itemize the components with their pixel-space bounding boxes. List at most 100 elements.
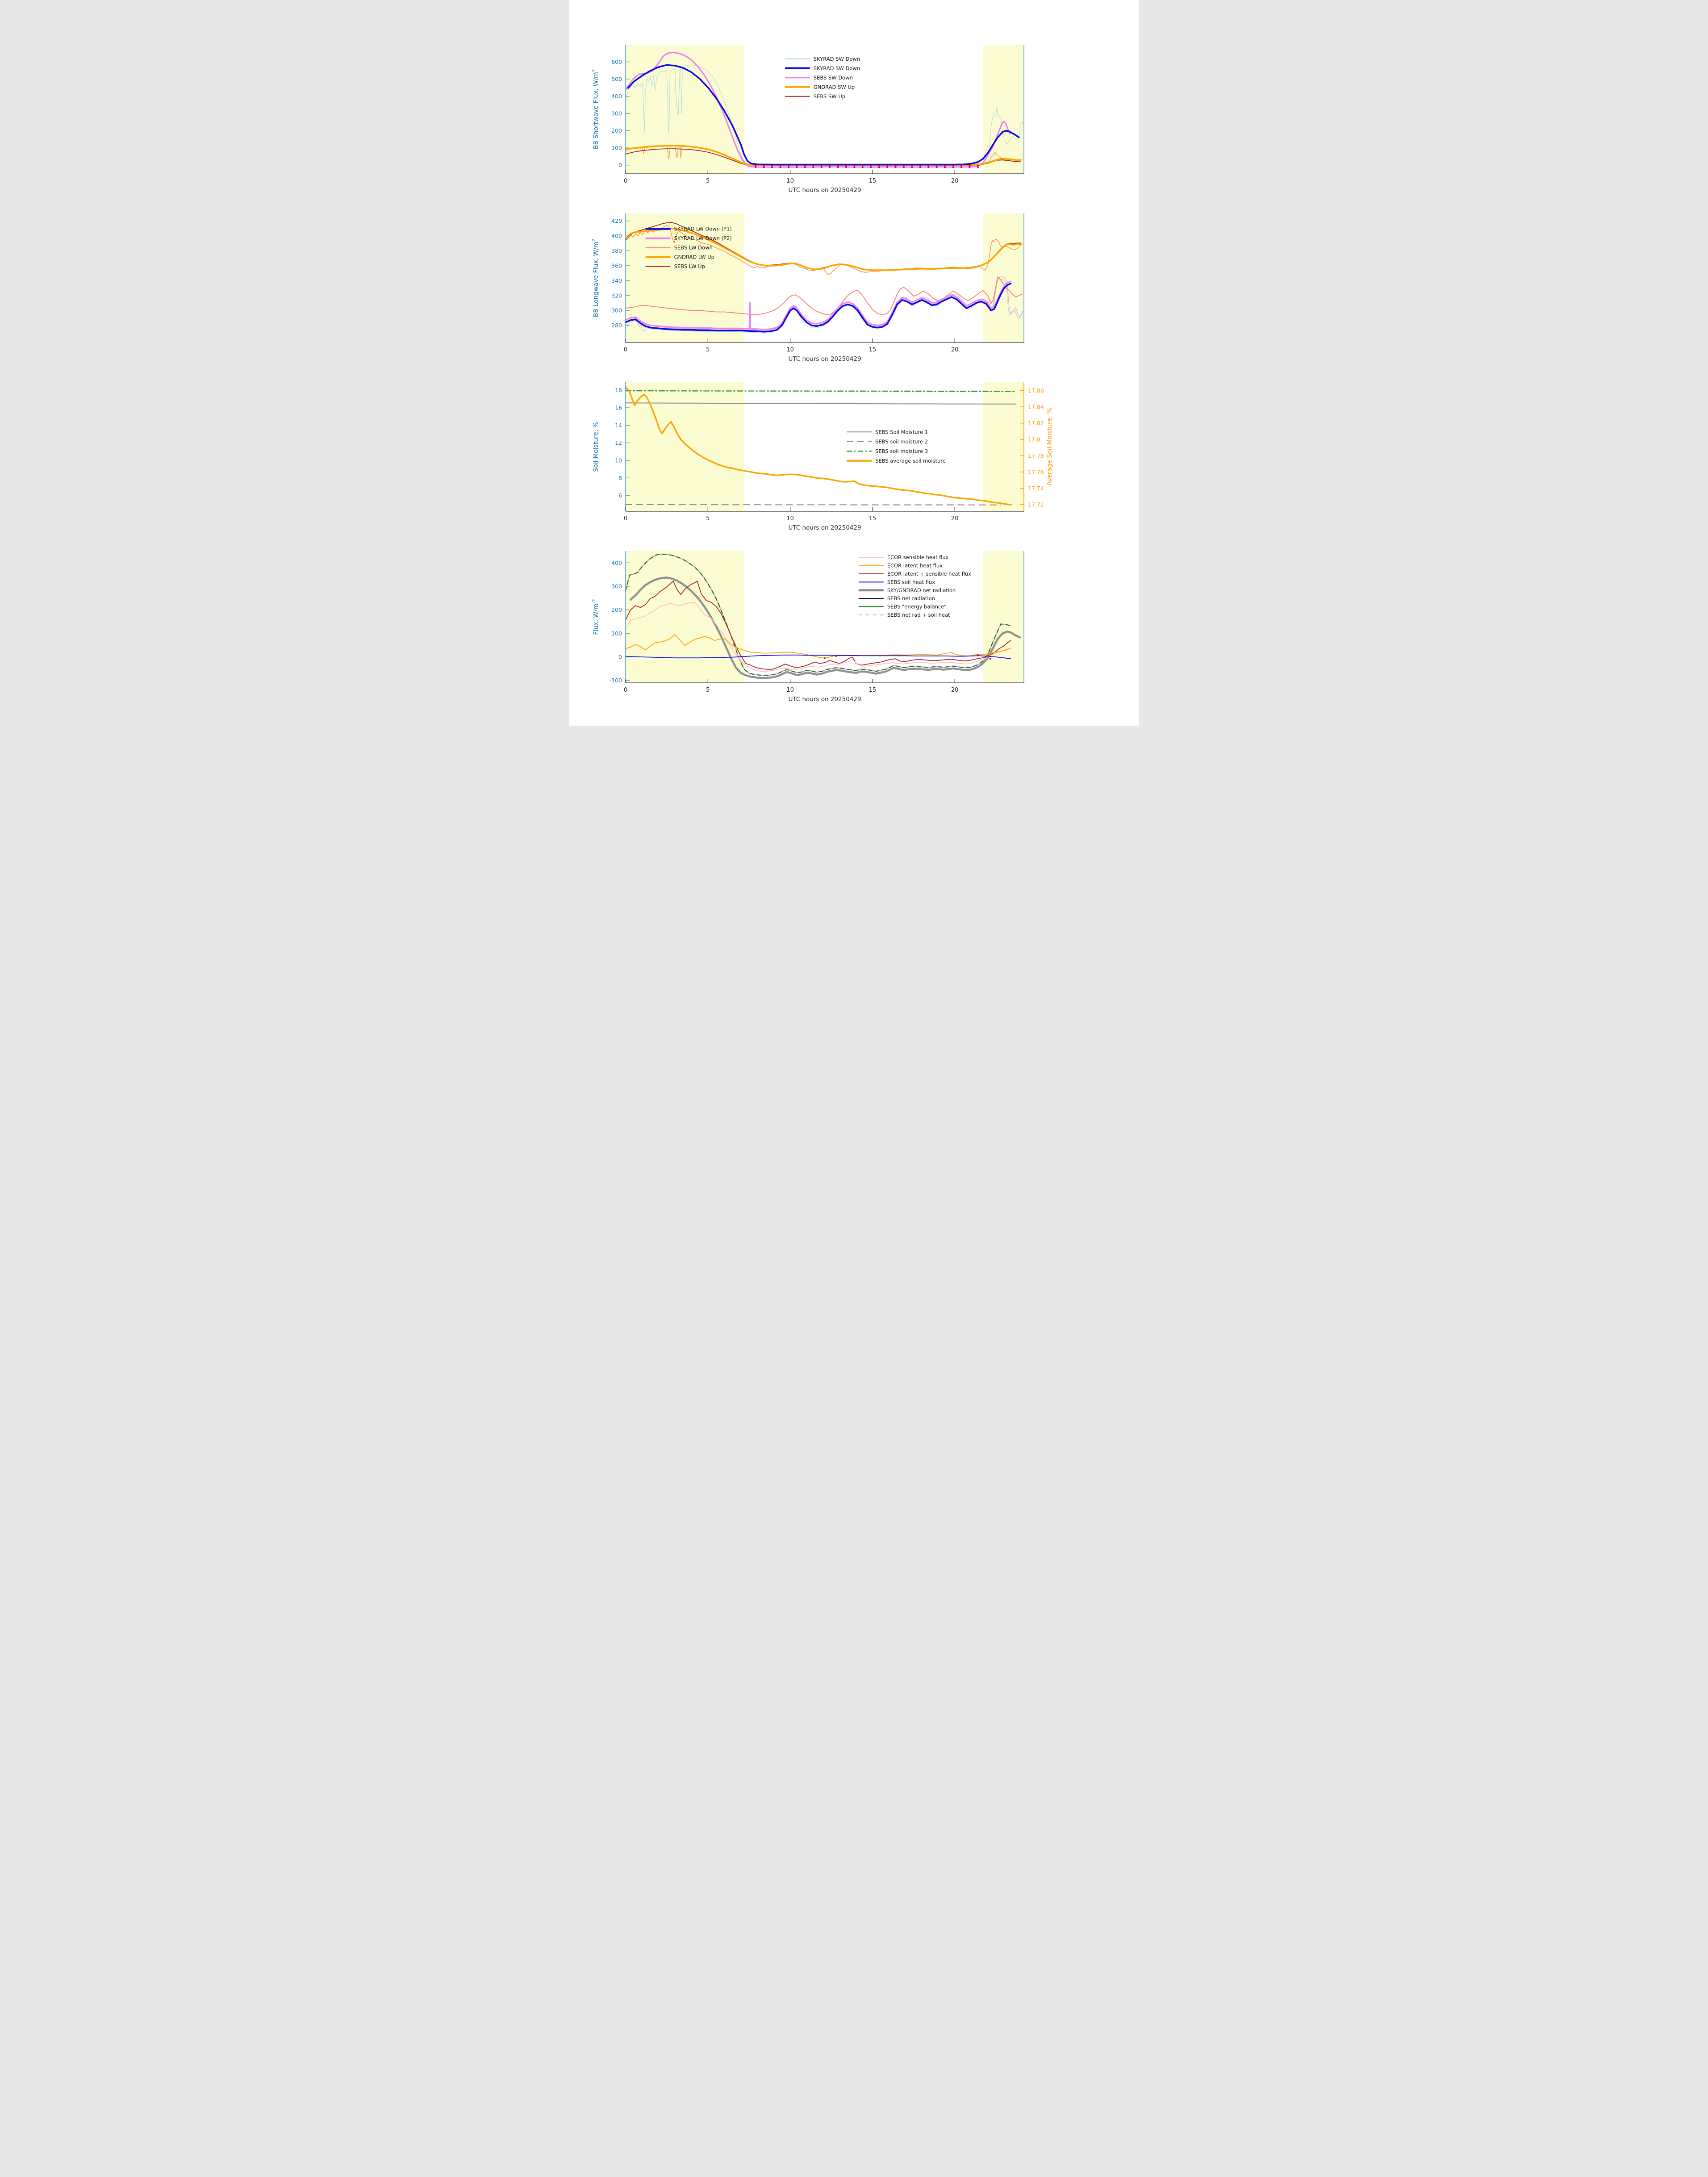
series-ecor-latent-plus-sensible-heat-flux [625,581,1011,670]
right-y-tick-label: 17.74 [1028,485,1044,492]
series-sebs-energy-balance [625,553,1011,676]
legend-label: ECOR latent heat flux [887,563,943,569]
x-tick-label: 15 [869,687,877,694]
marker-dot [824,657,826,659]
marker-dot [779,166,781,168]
marker-dot [771,166,773,168]
x-tick-label: 15 [869,515,877,522]
legend-item: SKYRAD SW Down [785,65,860,71]
legend-label: SEBS soil heat flux [887,579,935,585]
legend-label: SEBS net radiation [887,595,935,602]
series-ecor-sensible-heat-flux [625,602,1011,672]
legend-label: GNDRAD SW Up [814,84,855,90]
marker-dot [763,164,765,167]
marker-dot [894,166,897,168]
legend-item: GNDRAD LW Up [645,254,714,260]
y-tick-label: 420 [611,217,622,224]
legend-item: SEBS average soil moisture [847,458,946,464]
marker-dot [960,164,962,167]
y-tick-label: 400 [611,560,622,566]
legend-item: SEBS soil moisture 2 [847,439,928,445]
legend-item: SKYRAD LW Down (P1) [645,226,732,232]
marker-dot [977,166,979,168]
legend-label: SEBS soil moisture 3 [875,448,928,454]
marker-dot [969,166,971,168]
x-tick-label: 0 [624,347,627,353]
marker-dot [894,164,897,167]
marker-dot [763,166,765,168]
y-tick-label: 100 [611,630,622,637]
x-tick-label: 5 [706,347,710,353]
x-tick-label: 0 [624,515,627,522]
marker-dot [960,166,962,168]
marker-dot [927,164,930,167]
series-gndrad-lw-up-1s [625,225,1023,275]
marker-dot [902,164,905,167]
chart-soil-moisture: 6 8 10 12 14 16 18 17.72 17.74 17.76 17.78 17.8 17.8… [593,382,1053,531]
marker-dot [969,164,971,167]
y-tick-label: 10 [615,457,622,464]
x-axis-title: UTC hours on 20250429 [788,524,861,531]
legend-label: SKYRAD LW Down (P1) [674,226,732,232]
marker-dot [812,164,814,167]
marker-dot [771,164,773,167]
x-tick-label: 5 [706,515,710,522]
marker-dot [919,164,921,167]
y-tick-label: 360 [611,262,622,269]
legend-label: SKY/GNDRAD net radiation [887,587,956,593]
legend-item: SKY/GNDRAD net radiation [858,587,956,593]
marker-dot [902,166,905,168]
marker-dot [870,164,872,167]
chart-bb-longwave-flux: 280 300 320 340 360 380 400 420 0 5 10 15 20 UTC hour… [592,213,1024,363]
daylight-band [982,551,1024,683]
marker-dot [861,164,864,167]
marker-dot [977,164,979,167]
y-tick-label: 12 [615,439,622,446]
y-tick-label: 14 [615,422,622,429]
marker-dot [853,166,856,168]
x-tick-label: 20 [951,515,959,522]
legend-label: SKYRAD LW Down (P2) [674,235,732,242]
x-tick-label: 10 [786,687,794,694]
legend-item: SKYRAD LW Down (P2) [645,235,732,242]
series-skyrad-lw-down-p2 [625,280,1012,330]
y-tick-label: 400 [611,93,622,100]
series-skyrad-lw-down-p1 [625,283,1012,333]
daylight-band [982,382,1024,511]
legend-label: SEBS soil moisture 2 [875,439,928,445]
marker-dot [944,164,946,167]
x-tick-label: 5 [706,178,710,184]
marker-dot [820,166,823,168]
x-axis-title: UTC hours on 20250429 [788,355,861,363]
legend-item: SEBS net rad + soil heat [858,612,950,618]
series-sky-gndrad-net-radiation [629,577,1021,679]
y-tick-label: 100 [611,145,622,151]
marker-dot [935,164,938,167]
daylight-band [626,551,744,683]
legend-label: SEBS SW Down [814,75,853,81]
legend-label: SEBS SW Up [814,93,845,100]
legend-label: ECOR sensible heat flux [887,554,949,560]
legend-item: ECOR latent + sensible heat flux [858,571,971,577]
series-sebs-average-soil-moisture [625,386,1013,506]
legend-item: SEBS soil moisture 3 [847,448,928,454]
x-tick-label: 10 [786,347,794,353]
y-tick-label: 16 [615,405,622,411]
x-tick-label: 10 [786,515,794,522]
legend-label: SEBS net rad + soil heat [887,612,950,618]
legend-label: SEBS LW Down [674,245,713,251]
y-tick-label: -100 [610,677,622,684]
right-y-tick-label: 17.84 [1028,404,1044,410]
x-tick-label: 20 [951,347,959,353]
legend-item: ECOR latent heat flux [858,563,943,569]
legend-item: SEBS SW Down [785,75,853,81]
marker-dot [829,164,831,167]
y-tick-label: 200 [611,606,622,613]
y-tick-label: 320 [611,292,622,299]
legend-label: GNDRAD LW Up [674,254,714,260]
y-tick-label: 200 [611,127,622,134]
right-y-tick-label: 17.76 [1028,468,1044,475]
series-sebs-lw-down [625,276,1023,316]
y-tick-label: 0 [618,654,622,660]
